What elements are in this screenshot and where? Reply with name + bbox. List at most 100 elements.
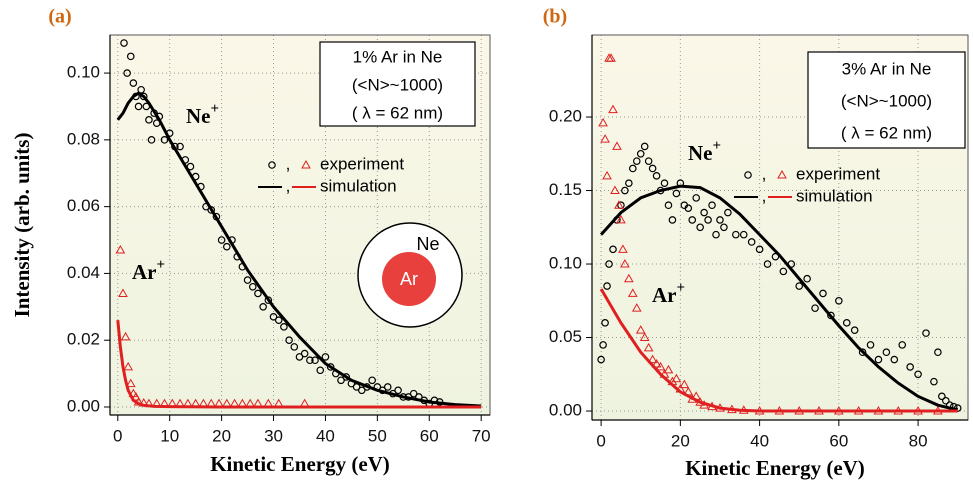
- data-point: [635, 325, 646, 334]
- data-point: [906, 363, 914, 371]
- data-point: [629, 164, 637, 173]
- data-point: [692, 194, 701, 202]
- legend-label: simulation: [796, 186, 873, 205]
- data-point: [383, 383, 392, 391]
- y-tick-label: 0.10: [67, 63, 100, 82]
- data-point: [614, 200, 624, 209]
- data-point: [160, 136, 169, 144]
- annotation: Ar+: [652, 280, 685, 306]
- info-box: [807, 51, 966, 149]
- data-point: [612, 141, 622, 150]
- data-point: [755, 245, 764, 254]
- annotation-text: Ar: [652, 283, 677, 307]
- data-point: [610, 185, 620, 195]
- simulation-line: [116, 91, 482, 408]
- data-point: [616, 214, 626, 224]
- data-point: [640, 142, 649, 151]
- data-point: [795, 282, 804, 290]
- x-tick-label: 20: [212, 426, 231, 445]
- data-point: [655, 361, 666, 371]
- data-point: [342, 373, 351, 381]
- data-point: [125, 378, 136, 388]
- data-point: [295, 353, 304, 361]
- simulation-line: [599, 184, 958, 412]
- data-point: [623, 273, 634, 283]
- info-box: [319, 41, 476, 127]
- panel-label: (a): [48, 6, 71, 28]
- data-point: [882, 348, 891, 357]
- info-text: 3% Ar in Ne: [842, 59, 932, 78]
- data-point: [651, 358, 662, 368]
- data-point: [652, 172, 661, 180]
- data-point: [280, 323, 288, 331]
- y-tick-label: 0.08: [67, 129, 100, 148]
- data-point: [938, 392, 946, 401]
- data-point: [644, 157, 653, 165]
- simulation-line: [599, 288, 958, 413]
- data-point: [147, 136, 156, 144]
- data-point: [663, 364, 674, 374]
- diagram-inner-label: Ar: [400, 269, 418, 289]
- data-point: [602, 170, 612, 180]
- data-point: [850, 326, 859, 334]
- data-point: [217, 236, 226, 244]
- data-point: [120, 331, 131, 341]
- legend-separator: ,: [762, 164, 767, 183]
- data-point: [643, 342, 654, 352]
- data-point: [660, 179, 669, 187]
- y-tick-label: 0.15: [549, 180, 582, 199]
- annotation-sup: +: [157, 257, 166, 273]
- data-point: [739, 230, 748, 239]
- data-point: [898, 341, 907, 349]
- data-point: [922, 329, 930, 337]
- data-point: [606, 53, 616, 62]
- legend-label: experiment: [320, 154, 404, 173]
- data-point: [639, 332, 650, 342]
- data-point: [672, 189, 681, 198]
- data-point: [269, 313, 278, 321]
- legend-separator: ,: [286, 176, 291, 195]
- data-point: [647, 354, 658, 364]
- y-tick-label: 0.00: [67, 396, 100, 415]
- annotation-text: Ne: [186, 104, 211, 128]
- data-point: [274, 316, 283, 324]
- data-point: [300, 349, 309, 358]
- data-point: [668, 216, 677, 224]
- data-point: [779, 267, 788, 276]
- data-point: [115, 245, 126, 254]
- data-point: [679, 379, 690, 389]
- data-point: [254, 289, 262, 298]
- data-point: [942, 396, 950, 405]
- data-point: [243, 276, 252, 284]
- data-point: [368, 376, 376, 385]
- data-point: [123, 69, 131, 77]
- data-point: [684, 204, 693, 212]
- y-axis-label: Intensity (arb. units): [10, 133, 34, 318]
- data-point: [603, 282, 611, 290]
- info-text: ( λ = 62 nm): [352, 103, 443, 122]
- data-point: [747, 238, 756, 246]
- data-point: [696, 223, 704, 232]
- legend-marker: [777, 169, 787, 179]
- data-point: [118, 288, 128, 297]
- data-point: [316, 366, 325, 375]
- annotation-sup: +: [211, 101, 220, 117]
- data-point: [625, 179, 633, 187]
- data-point: [259, 303, 267, 311]
- y-tick-label: 0.20: [549, 107, 582, 126]
- data-point: [704, 216, 712, 224]
- data-point: [671, 373, 682, 383]
- data-point: [732, 230, 740, 239]
- data-point: [621, 186, 629, 195]
- data-point: [598, 117, 608, 127]
- data-point: [842, 319, 851, 327]
- data-point: [120, 39, 128, 47]
- info-text: (<N>~1000): [352, 75, 443, 94]
- data-point: [763, 260, 772, 268]
- cluster-core: [382, 252, 436, 306]
- x-axis-label: Kinetic Energy (eV): [210, 452, 390, 476]
- data-point: [724, 208, 732, 217]
- y-tick-label: 0.00: [549, 401, 582, 420]
- data-point: [632, 157, 641, 165]
